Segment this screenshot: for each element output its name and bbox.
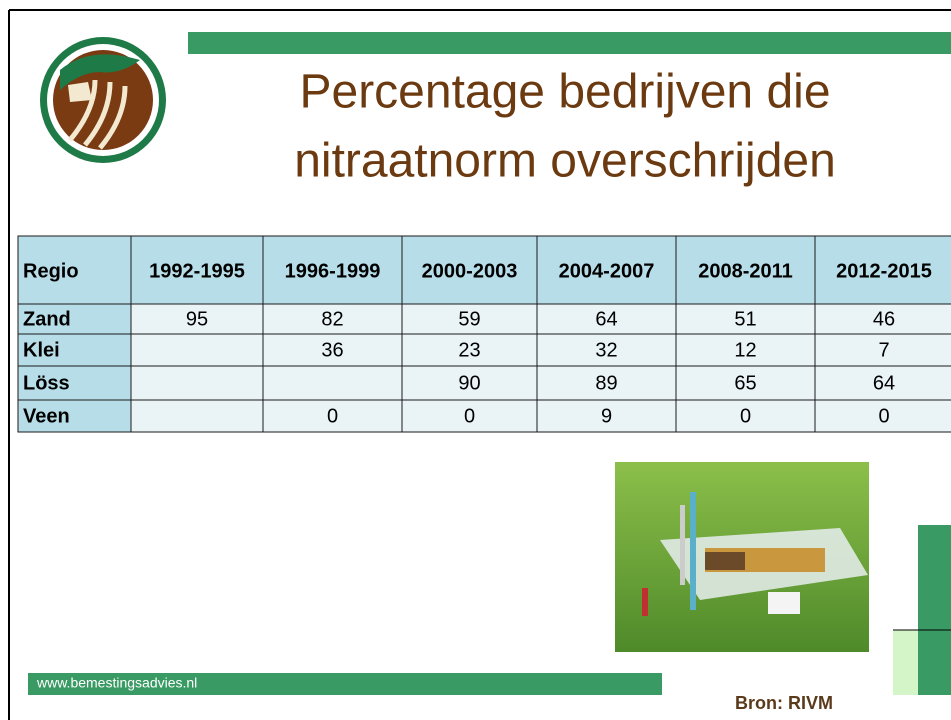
column-header: 2008-2011 [698,260,793,282]
cell-value: 95 [186,308,208,330]
cell-value: 23 [458,339,480,361]
row-header: Klei [23,339,60,361]
title-line: nitraatnorm overschrijden [294,135,836,188]
cell [131,366,263,400]
cell-value: 65 [734,372,756,394]
cell-value: 32 [595,339,617,361]
column-header: 2000-2003 [422,260,518,282]
row-header: Veen [23,405,70,427]
cell [263,366,402,400]
cell-value: 90 [458,372,480,394]
column-header: 2004-2007 [559,260,655,282]
slide: Percentage bedrijven die nitraatnorm ove… [0,0,951,720]
column-header: 1992-1995 [149,260,245,282]
cell-value: 89 [595,372,617,394]
source: Bron: RIVM [735,693,833,713]
logo [40,37,166,163]
cell-value: 46 [873,308,895,330]
decor-bar [918,525,951,695]
table: Regio 1992-1995 1996-1999 2000-2003 2004-200… [18,236,951,432]
cell-value: 12 [734,339,756,361]
cell-value: 0 [878,405,889,427]
footer-url: www.bemestingsadvies.nl [36,675,197,691]
cell-value: 0 [740,405,751,427]
cell-value: 7 [878,339,889,361]
title-line: Percentage bedrijven die [299,66,830,119]
page: Percentage bedrijven die nitraatnorm ove… [0,0,951,720]
cell-value: 64 [595,308,617,330]
cell [131,400,263,432]
cell-value: 51 [734,308,756,330]
cell-value: 64 [873,372,895,394]
cell-value: 9 [601,405,612,427]
column-header: Regio [23,260,79,282]
cell [131,334,263,366]
row-header: Zand [23,308,71,330]
column-header: 2012-2015 [836,260,932,282]
cell-value: 0 [327,405,338,427]
cell-value: 0 [464,405,475,427]
header-bar [188,32,951,54]
cell-value: 59 [458,308,480,330]
photo [615,462,869,652]
cell-value: 82 [321,308,343,330]
row-header: Löss [23,372,70,394]
column-header: 1996-1999 [285,260,381,282]
cell-value: 36 [321,339,343,361]
decor-bar [893,630,918,695]
